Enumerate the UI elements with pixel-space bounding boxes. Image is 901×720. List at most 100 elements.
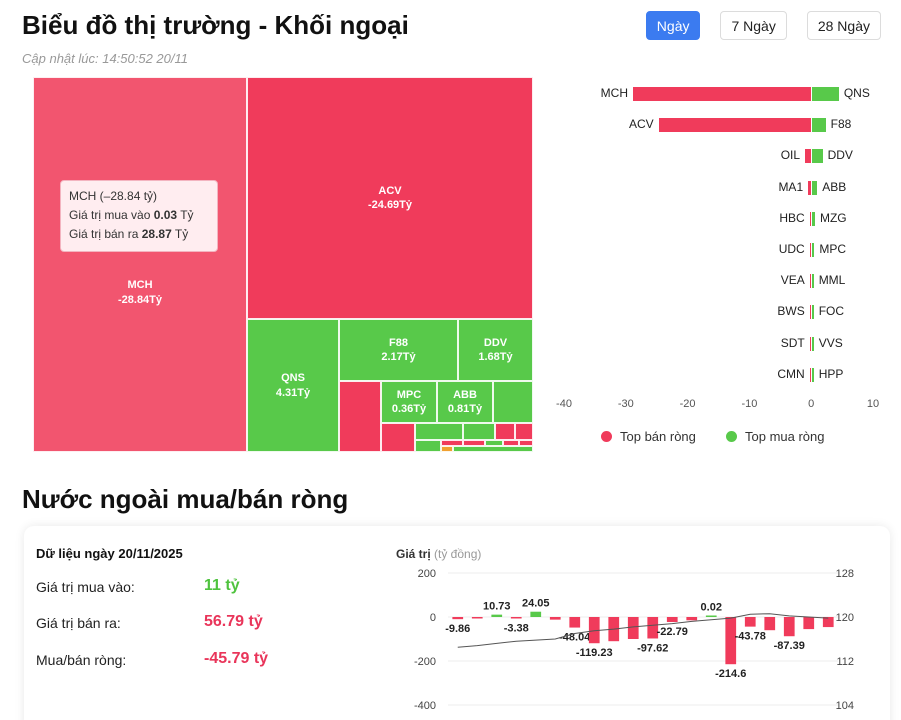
buy-bar-label: ABB (822, 179, 847, 194)
section-title: Nước ngoài mua/bán ròng (22, 484, 349, 514)
sell-bar[interactable] (809, 243, 812, 257)
buy-bar[interactable] (812, 367, 814, 382)
net-flow-chart: Giá trị (tỷ đồng) 200 0 -200 -400 128 120 112 10… (396, 547, 854, 712)
y-tick-label: -400 (414, 700, 436, 712)
net-flow-bar[interactable] (764, 617, 776, 631)
treemap-cell-small[interactable] (415, 440, 441, 452)
treemap-cell-small[interactable] (463, 423, 495, 440)
sell-bar-label: OIL (780, 148, 801, 163)
sell-bar-label: MCH (600, 86, 628, 100)
buy-bar-label: MML (818, 273, 846, 288)
sell-bar[interactable] (632, 87, 812, 101)
buy-bar[interactable] (812, 118, 826, 133)
page-title: Biểu đồ thị trường - Khối ngoại (22, 10, 409, 40)
treemap-value: -28.84Tỷ (117, 293, 163, 306)
tab-7-days[interactable]: 7 Ngày (720, 11, 787, 40)
tab-day[interactable]: Ngày (645, 11, 701, 40)
treemap-cell-small[interactable] (503, 440, 519, 446)
x-tick-label: -30 (617, 398, 634, 410)
treemap-cell-small-green[interactable] (493, 381, 533, 423)
treemap-cell-ddv[interactable]: DDV 1.68Tỷ (458, 319, 533, 381)
net-flow-bar[interactable] (471, 617, 483, 619)
treemap-cell-qns[interactable]: QNS 4.31Tỷ (247, 319, 339, 452)
treemap-value: 2.17Tỷ (381, 351, 416, 363)
treemap-cell-small[interactable] (463, 440, 485, 446)
treemap-tooltip: MCH (–28.84 tỷ) Giá trị mua vào 0.03 Tỷ … (60, 180, 218, 252)
sell-value-label: Giá trị bán ra: (36, 615, 121, 631)
buy-bar-label: FOC (818, 304, 845, 319)
y-tick-label: -200 (414, 656, 436, 668)
tab-28-days[interactable]: 28 Ngày (806, 11, 881, 40)
treemap-name: MPC (396, 388, 422, 401)
data-label: 10.73 (483, 601, 511, 613)
sell-bar[interactable] (808, 180, 812, 195)
buy-bar[interactable] (812, 305, 814, 320)
treemap-cell-mpc[interactable]: MPC 0.36Tỷ (381, 381, 437, 423)
net-flow-bar[interactable] (452, 617, 464, 620)
net-flow-bar[interactable] (569, 617, 581, 628)
buy-bar[interactable] (812, 274, 814, 289)
treemap-cell-mch[interactable]: MCH -28.84Tỷ (33, 77, 247, 452)
buy-bar-label: F88 (830, 117, 852, 132)
data-label: 0.02 (701, 602, 722, 614)
data-label: -43.78 (735, 631, 766, 643)
treemap-cell-small[interactable] (519, 440, 533, 446)
sell-bar[interactable] (809, 305, 812, 320)
sell-bar[interactable] (809, 211, 812, 226)
legend-buy[interactable]: Top mua ròng (726, 429, 825, 444)
sell-bar-label: VEA (780, 273, 805, 288)
buy-bar[interactable] (812, 149, 823, 164)
tooltip-sell-value: 28.87 (141, 227, 172, 242)
net-flow-bar[interactable] (530, 611, 542, 617)
buy-bar-label: VVS (818, 335, 843, 350)
net-flow-bar[interactable] (686, 617, 698, 621)
legend-sell-dot (601, 431, 612, 442)
data-label: -9.86 (445, 623, 470, 635)
net-flow-bar[interactable] (647, 617, 659, 639)
sell-bar[interactable] (809, 274, 812, 289)
net-flow-bar[interactable] (491, 614, 503, 617)
sell-bar-label: UDC (778, 242, 805, 256)
net-flow-bar[interactable] (705, 615, 717, 618)
buy-bar[interactable] (812, 336, 814, 351)
sell-bar[interactable] (805, 149, 812, 164)
net-flow-bar[interactable] (588, 617, 600, 644)
treemap-value: 0.81Tỷ (447, 403, 483, 415)
treemap-cell-small[interactable] (441, 440, 463, 446)
x-tick-label: -20 (679, 398, 696, 410)
buy-bar[interactable] (812, 211, 815, 226)
y2-tick-label: 112 (836, 656, 854, 668)
treemap-cell-small[interactable] (441, 446, 453, 452)
treemap-cell-small[interactable] (495, 423, 515, 440)
treemap-cell-abb[interactable]: ABB 0.81Tỷ (437, 381, 493, 423)
net-value: -45.79 tỷ (204, 650, 269, 667)
buy-bar[interactable] (812, 180, 818, 195)
buy-bar[interactable] (812, 87, 839, 101)
net-flow-bar[interactable] (549, 617, 561, 620)
sell-bar[interactable] (658, 118, 812, 133)
treemap-cell-small[interactable] (485, 440, 503, 446)
net-flow-bar[interactable] (822, 617, 834, 628)
net-flow-bar[interactable] (725, 617, 737, 665)
legend-sell[interactable]: Top bán ròng (601, 429, 696, 444)
net-flow-bar[interactable] (666, 617, 678, 623)
treemap-cell-small[interactable] (453, 446, 533, 452)
treemap-cell-f88[interactable]: F88 2.17Tỷ (339, 319, 458, 381)
buy-bar[interactable] (812, 243, 815, 257)
net-flow-bar[interactable] (510, 617, 522, 619)
treemap-cell-small-red[interactable] (339, 381, 381, 452)
net-flow-bar[interactable] (744, 617, 756, 627)
treemap-cell-small[interactable] (515, 423, 533, 440)
treemap-cell-acv[interactable]: ACV -24.69Tỷ (247, 77, 533, 319)
treemap-cell-small[interactable] (415, 423, 463, 440)
sell-bar[interactable] (809, 336, 812, 351)
buy-value: 11 tỷ (204, 577, 240, 594)
net-flow-bar[interactable] (627, 617, 639, 639)
treemap-cell-small[interactable] (381, 423, 415, 452)
sell-bar[interactable] (809, 367, 812, 382)
treemap-name: ACV (378, 184, 402, 197)
data-label: -22.79 (657, 626, 688, 638)
net-flow-bar[interactable] (803, 617, 815, 630)
net-flow-bar[interactable] (783, 617, 795, 637)
net-summary-card: Dữ liệu ngày 20/11/2025 Giá trị mua vào:… (24, 526, 890, 720)
